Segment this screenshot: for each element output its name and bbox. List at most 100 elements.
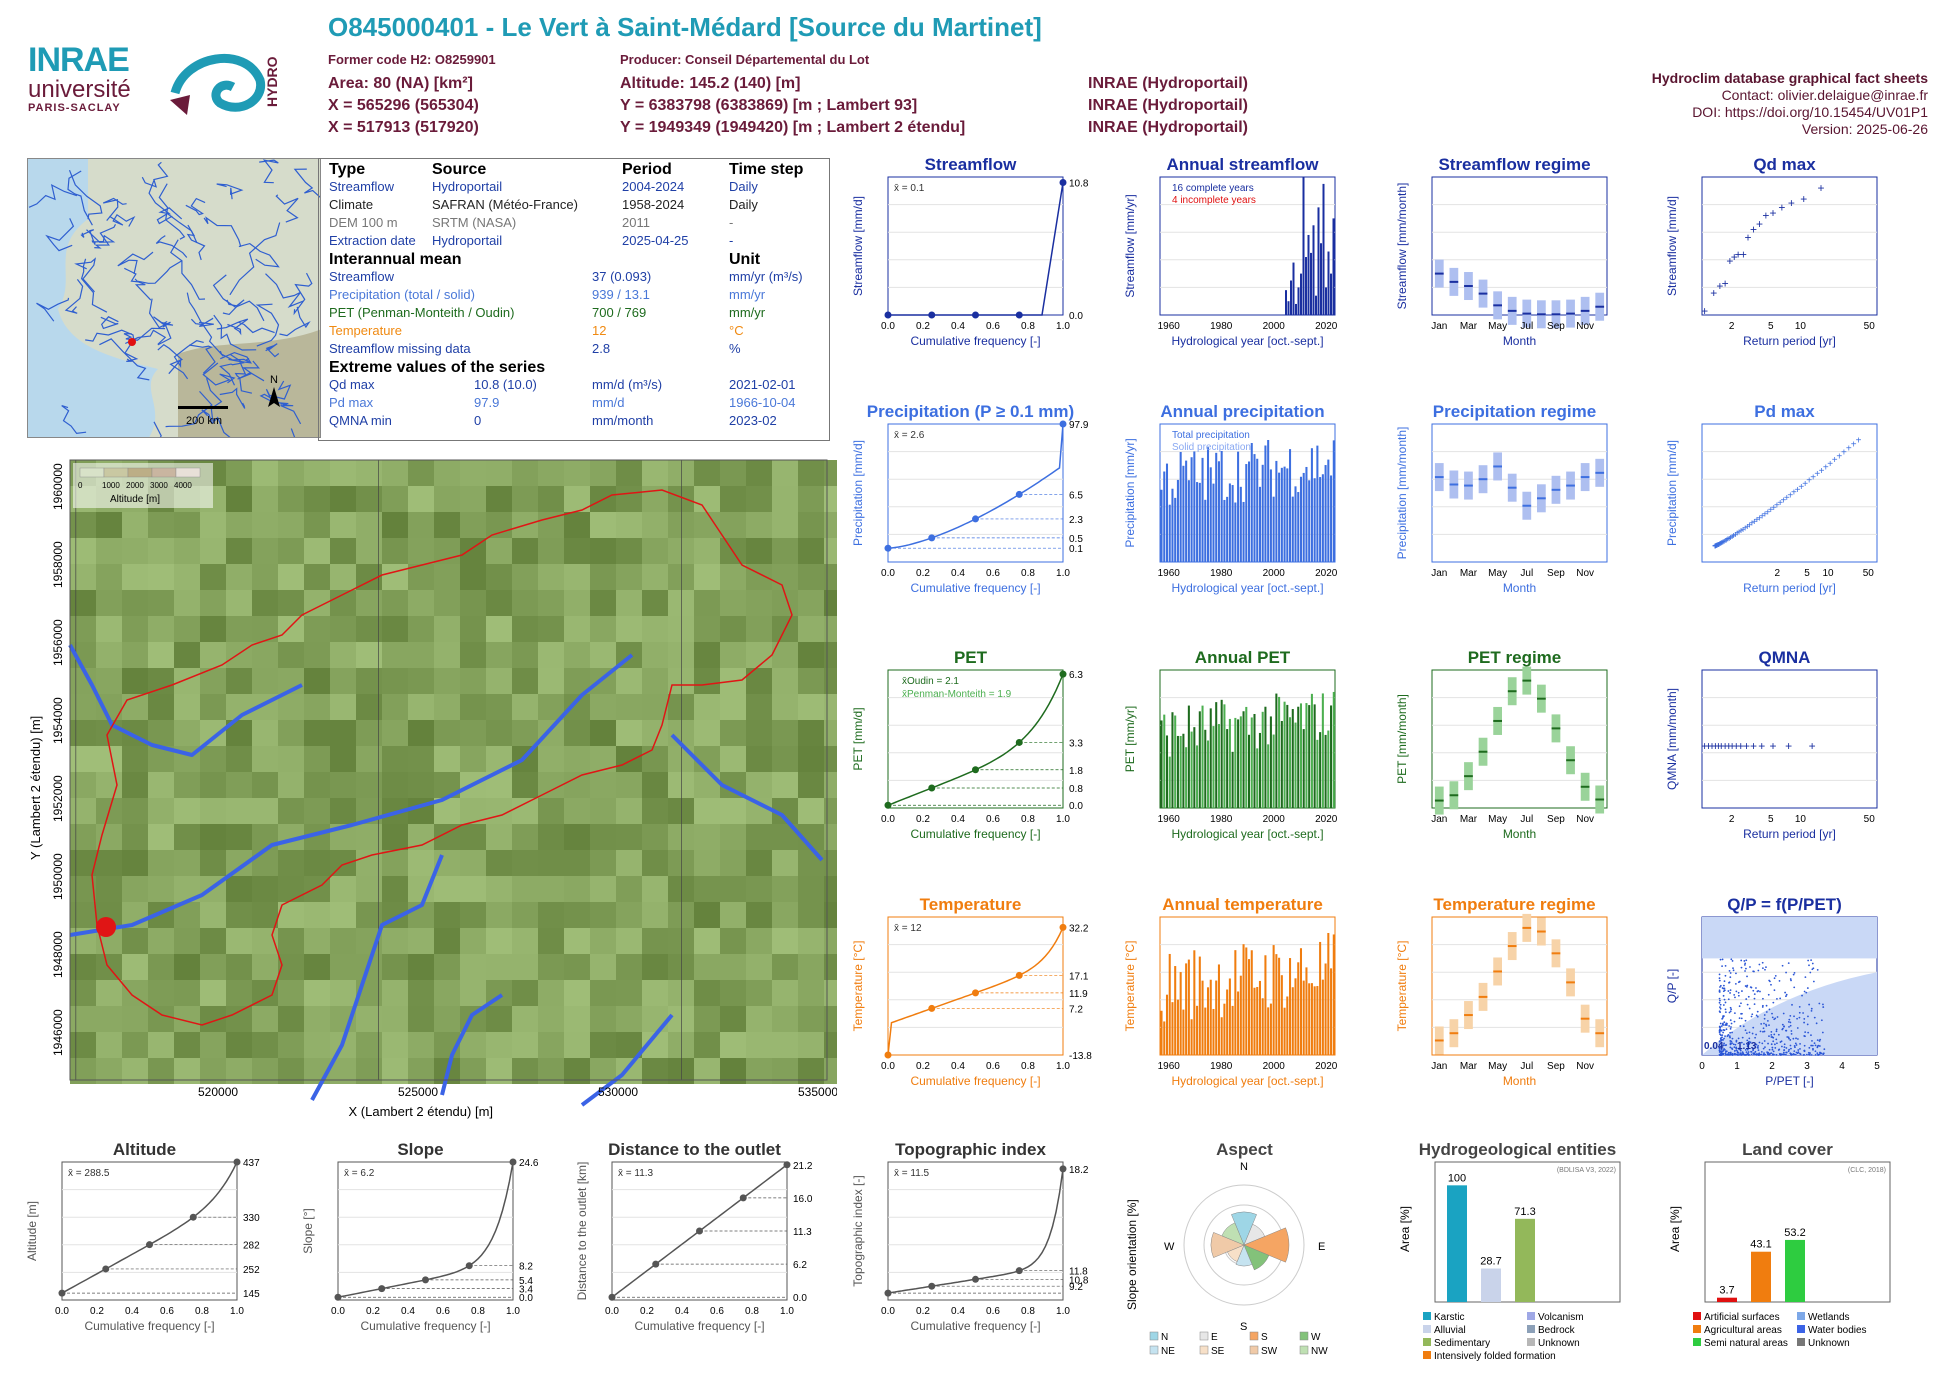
point: + — [1832, 455, 1838, 466]
bar — [1312, 225, 1315, 315]
bar — [1297, 962, 1300, 1055]
terrain-cell — [668, 512, 694, 538]
bar-label: 28.7 — [1480, 1256, 1501, 1268]
point: + — [1721, 537, 1727, 548]
river-line — [165, 390, 213, 428]
plot-frame — [1431, 916, 1608, 1056]
point: + — [1762, 209, 1769, 223]
point: + — [1742, 523, 1748, 534]
point — [1718, 989, 1721, 992]
point — [1818, 1002, 1821, 1005]
point: + — [1725, 739, 1732, 753]
terrain-cell — [356, 642, 382, 668]
terrain-cell — [616, 1006, 642, 1032]
terrain-cell — [278, 694, 304, 720]
point: + — [1787, 490, 1793, 501]
legend-swatch — [79, 467, 105, 478]
point — [1771, 1012, 1773, 1015]
terrain-cell — [330, 642, 356, 668]
point — [1822, 1052, 1825, 1055]
right-value: 10.8 — [1069, 179, 1089, 190]
terrain-cell — [512, 772, 538, 798]
extreme-row-unit: mm/d (m³/s) — [592, 377, 663, 392]
point — [1760, 1053, 1763, 1056]
terrain-cell — [694, 460, 720, 486]
point: + — [1754, 515, 1760, 526]
point — [1724, 1011, 1727, 1014]
terrain-cell — [356, 772, 382, 798]
doi: DOI: https://doi.org/10.15454/UV01P1 — [1692, 104, 1928, 120]
terrain-cell — [96, 1006, 122, 1032]
point — [1782, 1012, 1785, 1015]
point — [1747, 1051, 1750, 1053]
terrain-cell — [642, 954, 668, 980]
right-value: 145 — [243, 1289, 260, 1300]
terrain-cell — [226, 668, 252, 694]
bar — [1185, 460, 1188, 562]
bar — [1237, 991, 1240, 1055]
terrain-cell — [356, 486, 382, 512]
point: + — [1777, 498, 1783, 509]
x-tick: 1.0 — [1056, 814, 1070, 825]
point — [1789, 1024, 1792, 1027]
legend-label: W — [1311, 1332, 1321, 1343]
terrain-cell — [96, 616, 122, 642]
terrain-cell — [538, 668, 564, 694]
bar — [1269, 716, 1272, 808]
terrain-cell — [382, 772, 408, 798]
plot-frame — [1701, 669, 1878, 809]
point — [1810, 1009, 1813, 1012]
terrain-cell — [460, 980, 486, 1006]
point: + — [1800, 192, 1807, 206]
right-value: 0.0 — [1069, 311, 1083, 322]
terrain-cell — [486, 928, 512, 954]
x-tick: 0.2 — [916, 1061, 930, 1072]
point — [1751, 1032, 1754, 1035]
legend-swatch — [1423, 1325, 1431, 1333]
legend-label: Alluvial — [1434, 1325, 1466, 1336]
point — [1721, 1036, 1723, 1039]
point — [1724, 1044, 1727, 1047]
point — [1739, 1025, 1742, 1027]
right-value: 10.8 — [1069, 1275, 1089, 1286]
terrain-cell — [408, 642, 434, 668]
river-line — [201, 409, 231, 437]
terrain-cell — [538, 746, 564, 772]
terrain-cell — [226, 564, 252, 590]
terrain-cell — [824, 850, 850, 876]
x-tick: 0.4 — [951, 568, 965, 579]
bar — [1253, 987, 1256, 1055]
terrain-cell — [148, 720, 174, 746]
panel-title: Annual PET — [1194, 648, 1291, 667]
bar — [1264, 445, 1267, 562]
legend-swatch — [1199, 1331, 1209, 1341]
bar — [1291, 987, 1294, 1055]
bar — [1319, 477, 1322, 562]
right-value: 11.9 — [1069, 989, 1088, 1000]
bar — [1327, 932, 1330, 1055]
point — [1762, 1047, 1765, 1050]
point — [1723, 998, 1726, 1001]
extreme-row-unit: mm/d — [592, 395, 625, 410]
terrain-cell — [616, 512, 642, 538]
bar — [1245, 464, 1248, 562]
bar — [1242, 501, 1245, 562]
terrain-cell — [252, 512, 278, 538]
point — [1725, 1050, 1728, 1053]
point: + — [1733, 739, 1740, 753]
paris-logo-text: PARIS-SACLAY — [28, 102, 121, 114]
plot-frame — [1701, 423, 1878, 563]
bar — [1321, 693, 1324, 808]
point — [1814, 1044, 1817, 1047]
terrain-cell — [330, 876, 356, 902]
point — [1803, 990, 1806, 993]
terrain-cell — [720, 850, 746, 876]
legend-swatch — [1299, 1331, 1309, 1341]
north-label: N — [270, 374, 278, 386]
terrain-cell — [382, 1006, 408, 1032]
river-line — [153, 421, 162, 437]
point — [1780, 1053, 1783, 1056]
terrain-cell — [200, 798, 226, 824]
x-tick: 0.0 — [881, 321, 895, 332]
x-tick: Mar — [1460, 814, 1478, 825]
